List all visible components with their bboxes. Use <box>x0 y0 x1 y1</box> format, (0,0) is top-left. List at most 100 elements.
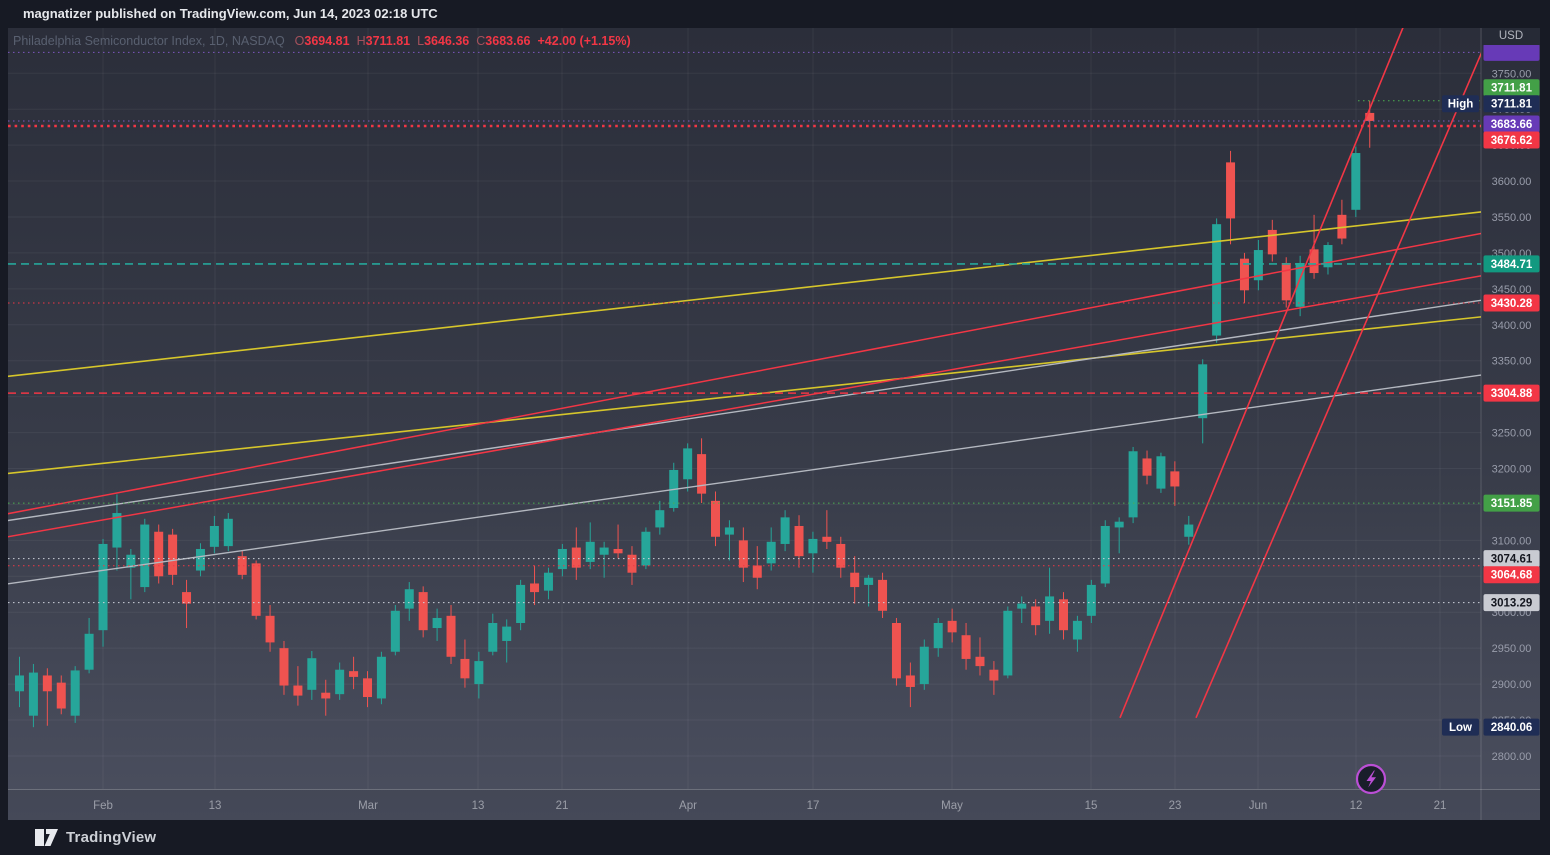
candle <box>1281 262 1291 301</box>
candle <box>251 563 261 616</box>
price-level-badge-value: 3430.28 <box>1491 298 1533 310</box>
candle <box>947 620 957 633</box>
candle <box>543 572 553 591</box>
time-axis-label: 17 <box>807 800 820 812</box>
yellow-channel-lower[interactable] <box>0 316 1481 475</box>
time-axis-label: 12 <box>1350 800 1363 812</box>
candle <box>446 615 456 657</box>
candle <box>1239 258 1249 291</box>
low-tag-label: Low <box>1449 722 1472 734</box>
publish-bar: magnatizer published on TradingView.com,… <box>0 0 1550 28</box>
red-trend-lower[interactable] <box>0 275 1481 538</box>
candle <box>1267 229 1277 255</box>
ohlc-low-value: 3646.36 <box>424 34 470 48</box>
time-axis-label: May <box>941 800 963 812</box>
brand-name[interactable]: TradingView <box>66 829 157 846</box>
price-level-badge <box>1483 131 1540 149</box>
candle <box>711 500 720 537</box>
yellow-channel-upper[interactable] <box>0 211 1481 378</box>
candle <box>1309 249 1319 274</box>
chart-frame[interactable] <box>8 28 1540 820</box>
gridlines <box>8 28 1481 789</box>
candle <box>1212 224 1222 336</box>
candle <box>697 454 707 494</box>
price-level-badge-value: 3711.81 <box>1491 99 1533 111</box>
price-tick-label: 3350.00 <box>1492 356 1532 368</box>
candle <box>1198 364 1208 419</box>
boost-lightning-button[interactable] <box>1354 762 1388 796</box>
price-level-badge-value: 3074.61 <box>1491 554 1533 566</box>
candle <box>209 525 219 547</box>
candle <box>279 648 289 686</box>
ohlc-open-value: 3694.81 <box>304 34 350 48</box>
price-level-badge-value: 3064.68 <box>1491 570 1533 582</box>
candle <box>265 615 275 643</box>
candle <box>1365 112 1375 121</box>
candle <box>168 534 178 575</box>
ohlc-high-key: H <box>356 34 366 48</box>
candle <box>126 554 136 568</box>
red-steep-channel-right[interactable] <box>1195 33 1490 719</box>
price-level-badge <box>1483 718 1540 736</box>
candle <box>1100 525 1110 584</box>
candle <box>864 577 874 585</box>
price-tick-label: 3600.00 <box>1492 176 1532 188</box>
candle <box>1156 456 1166 489</box>
candle <box>571 547 581 568</box>
candle <box>223 518 233 547</box>
candle <box>961 635 971 659</box>
candle <box>1128 451 1138 518</box>
price-tick-label: 2950.00 <box>1492 643 1532 655</box>
symbol-legend[interactable]: Philadelphia Semiconductor Index, 1D, NA… <box>13 34 631 48</box>
candle <box>502 626 512 641</box>
candle <box>237 556 247 575</box>
price-level-badge-value: 3711.81 <box>1491 83 1533 95</box>
candle <box>1086 584 1096 616</box>
red-steep-channel-left[interactable] <box>1119 25 1404 719</box>
candle <box>154 531 164 577</box>
candle <box>1114 521 1124 528</box>
candle <box>752 565 762 578</box>
time-axis-label: 23 <box>1169 800 1182 812</box>
price-tick-label: 3750.00 <box>1492 68 1532 80</box>
price-tick-label: 2800.00 <box>1492 751 1532 763</box>
time-axis-label: 13 <box>209 800 222 812</box>
candle <box>1323 245 1333 268</box>
change-value: +42.00 (+1.15%) <box>537 34 631 48</box>
candle <box>878 579 888 611</box>
candle <box>390 610 400 652</box>
high-tag <box>1442 95 1479 113</box>
candle <box>1045 596 1055 621</box>
gray-channel-lower[interactable] <box>0 374 1481 585</box>
symbol-title[interactable]: Philadelphia Semiconductor Index, 1D, NA… <box>13 34 285 48</box>
price-level-badge-value: 3484.71 <box>1491 259 1533 271</box>
candle <box>70 670 80 716</box>
price-level-badge <box>1483 95 1540 113</box>
gray-channel-upper[interactable] <box>0 299 1481 522</box>
candle <box>1295 262 1305 307</box>
candle <box>850 572 860 588</box>
candle <box>766 541 776 564</box>
candle <box>599 547 609 555</box>
time-axis[interactable] <box>8 789 1540 820</box>
candle <box>1031 606 1041 626</box>
price-badges: 3711.81 3711.81 High 3683.66 3676.62 3484.71 3… <box>1442 43 1540 736</box>
candle <box>822 536 832 542</box>
candle <box>321 692 331 699</box>
time-axis-labels[interactable]: Feb 13 Mar 13 21 Apr 17 May 15 23 Jun 12 21 <box>93 800 1446 812</box>
price-tick-label: 3450.00 <box>1492 284 1532 296</box>
price-level-badge <box>1483 494 1540 512</box>
candle <box>627 554 637 573</box>
price-level-badge <box>1483 566 1540 584</box>
red-trend-upper[interactable] <box>0 232 1481 516</box>
candle <box>15 675 24 692</box>
currency-label[interactable]: USD <box>1482 28 1540 45</box>
candle <box>363 678 372 698</box>
price-level-badge-value: 3676.62 <box>1491 135 1533 147</box>
ohlc-close-key: C <box>476 34 486 48</box>
tradingview-logo-icon[interactable] <box>35 829 58 846</box>
time-axis-label: 13 <box>472 800 485 812</box>
candle <box>1184 524 1194 537</box>
candle <box>808 538 818 554</box>
